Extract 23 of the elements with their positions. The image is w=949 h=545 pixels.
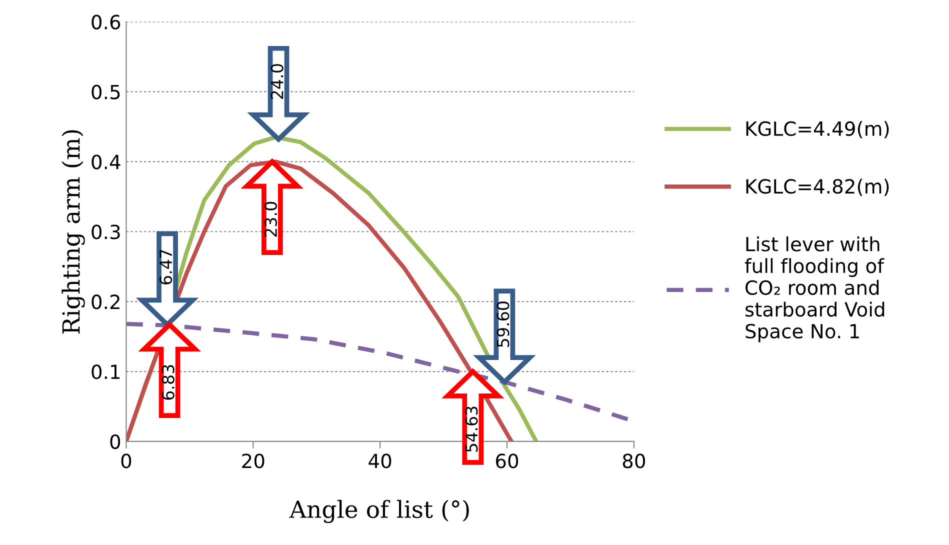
annotation: 24.0 xyxy=(270,64,284,99)
x-tick-label: 20 xyxy=(242,454,264,468)
x-tick-label: 0 xyxy=(121,454,132,468)
annotation: 59.60 xyxy=(496,302,510,347)
annotation: 54.63 xyxy=(465,406,478,452)
y-tick-label: 0.4 xyxy=(92,154,120,170)
y-tick-label: 0 xyxy=(110,434,120,450)
annotation: 23.0 xyxy=(264,202,278,237)
legend-label: KGLC=4.82(m) xyxy=(746,178,889,196)
y-tick-label: 0.3 xyxy=(92,224,120,240)
x-tick-label: 60 xyxy=(496,454,518,468)
legend-label: List lever with full flooding of CO₂ room and starboard Void Space No. 1 xyxy=(744,236,884,342)
annotation: 6.47 xyxy=(160,250,172,284)
x-tick-label: 80 xyxy=(622,454,646,468)
y-tick-label: 0.1 xyxy=(92,364,120,380)
y-tick-label: 0.6 xyxy=(92,14,120,30)
x-tick-label: 40 xyxy=(368,454,392,468)
legend-label: KGLC=4.49(m) xyxy=(746,120,889,138)
x-axis-title: Angle of list (°) xyxy=(289,500,469,524)
y-tick-label: 0.5 xyxy=(92,84,120,100)
y-tick-label: 0.2 xyxy=(92,294,120,310)
y-axis-title: Righting arm (m) xyxy=(62,130,85,334)
annotation: 6.83 xyxy=(162,365,174,400)
